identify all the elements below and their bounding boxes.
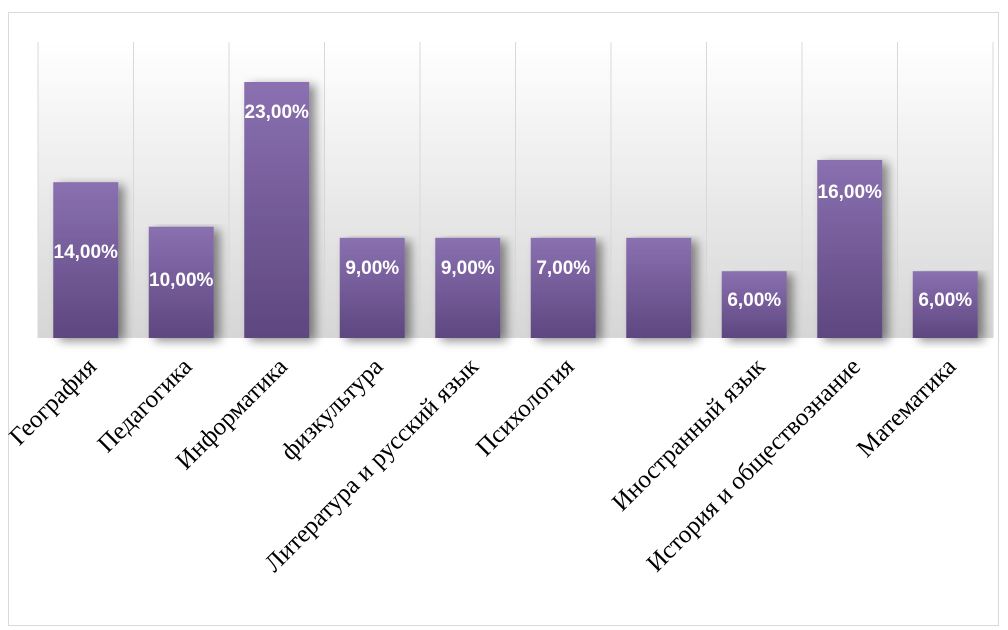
- data-label: 7,00%: [536, 258, 590, 279]
- bar: [339, 237, 405, 338]
- category-label: Педагогика: [93, 353, 198, 458]
- bar: [912, 271, 978, 338]
- data-label: 10,00%: [149, 270, 214, 291]
- data-label: 9,00%: [441, 258, 495, 279]
- data-label: 23,00%: [245, 102, 310, 123]
- bar: [817, 159, 883, 338]
- data-label: 14,00%: [54, 242, 119, 263]
- category-labels: ГеографияПедагогикаИнформатикафизкультур…: [4, 353, 961, 578]
- bar: [53, 182, 119, 338]
- bar: [626, 237, 692, 338]
- data-label: 6,00%: [727, 290, 781, 311]
- chart-frame: [8, 12, 999, 626]
- bars: [53, 82, 978, 338]
- bar: [721, 271, 787, 338]
- category-label: География: [4, 353, 102, 451]
- category-label: Иностранный язык: [607, 353, 771, 517]
- bar: [148, 226, 214, 338]
- gridlines: [37, 42, 994, 338]
- data-label: 9,00%: [345, 258, 399, 279]
- bar: [244, 82, 310, 338]
- data-label: 16,00%: [818, 182, 883, 203]
- bar: [530, 237, 596, 338]
- category-label: Психология: [471, 353, 580, 462]
- category-label: Математика: [852, 353, 962, 463]
- data-label: 6,00%: [918, 290, 972, 311]
- bar: [435, 237, 501, 338]
- data-labels: 14,00% 10,00% 23,00% 9,00% 9,00% 7,00% 6,00% 16…: [54, 102, 973, 311]
